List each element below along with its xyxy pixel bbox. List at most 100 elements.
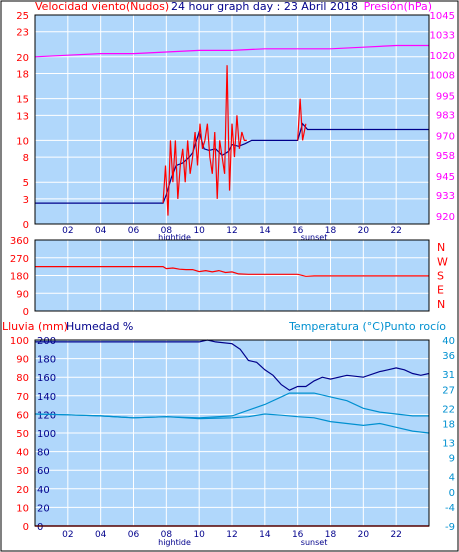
y2-tick-label: 40	[442, 336, 455, 347]
plot-frame	[34, 14, 430, 225]
direction-label: N	[437, 241, 445, 254]
direction-label: W	[437, 255, 448, 268]
series-line-magenta	[34, 44, 429, 58]
y-tick-label: 60	[16, 410, 29, 421]
y2-tick-label: 1033	[430, 30, 455, 41]
y-tick-label: 80	[16, 373, 29, 384]
y2-tick-label: 4	[449, 473, 455, 484]
y2-tick-label: -9	[445, 522, 455, 533]
x-tick-label: 22	[390, 226, 401, 236]
y-tick-label: 0	[23, 307, 29, 318]
y2-tick-label: 920	[436, 212, 455, 223]
humidity-tick-label: 160	[37, 373, 56, 384]
x-tick-label: 18	[325, 530, 337, 540]
x-marker-label: hightide	[158, 538, 191, 547]
y-tick-label: 23	[16, 28, 29, 39]
humidity-tick-label: 120	[37, 410, 56, 421]
y-tick-label: 360	[10, 236, 29, 247]
y-tick-label: 25	[16, 11, 29, 22]
y-tick-label: 15	[16, 95, 29, 106]
series-line-red	[162, 65, 247, 216]
y2-tick-label: 36	[442, 351, 455, 362]
y2-tick-label: 13	[442, 438, 455, 449]
y2-tick-label: 958	[436, 151, 455, 162]
y-tick-label: 30	[16, 466, 29, 477]
x-tick-label: 06	[128, 530, 140, 540]
y2-tick-label: 1008	[430, 70, 455, 81]
y2-tick-label: 18	[442, 420, 455, 431]
y-tick-label: 8	[23, 153, 29, 164]
y-tick-label: 0	[23, 220, 29, 231]
y-tick-label: 100	[10, 336, 29, 347]
x-tick-label: 08	[161, 226, 173, 236]
y-tick-label: 20	[16, 485, 29, 496]
humidity-tick-label: 80	[37, 448, 50, 459]
y2-tick-label: 970	[436, 132, 455, 143]
y-tick-label: 50	[16, 429, 29, 440]
series-line-blue	[35, 339, 430, 391]
y2-tick-label: 1045	[430, 11, 455, 22]
humidity-tick-label: 0	[37, 522, 43, 533]
series-line-red	[35, 266, 429, 277]
direction-label: N	[437, 298, 445, 311]
y-tick-label: 0	[23, 522, 29, 533]
y-tick-label: 90	[16, 289, 29, 300]
series-line-teal	[34, 413, 430, 434]
y2-tick-label: 945	[436, 172, 455, 183]
y-tick-label: 10	[16, 503, 29, 514]
x-tick-label: 04	[95, 530, 107, 540]
y-tick-label: 3	[23, 195, 29, 206]
temperature-label: Temperatura (°C)Punto rocío	[288, 320, 446, 333]
y-tick-label: 10	[16, 136, 29, 147]
x-tick-label: 12	[226, 530, 237, 540]
x-tick-label: 14	[259, 226, 271, 236]
y2-tick-label: 1020	[430, 51, 455, 62]
plot-frame	[34, 239, 430, 312]
x-tick-label: 02	[62, 530, 73, 540]
x-tick-label: 12	[226, 226, 237, 236]
y-tick-label: 70	[16, 392, 29, 403]
pressure-label: Presión(hPa)	[364, 0, 432, 13]
y2-tick-label: 983	[436, 111, 455, 122]
x-marker-label: sunset	[301, 233, 328, 242]
x-tick-label: 10	[193, 530, 205, 540]
humidity-label: Humedad %	[66, 320, 133, 333]
x-tick-label: 08	[161, 530, 173, 540]
y2-tick-label: 22	[442, 404, 455, 415]
y2-tick-label: 31	[442, 370, 455, 381]
x-tick-label: 16	[292, 530, 304, 540]
y-tick-label: 40	[16, 448, 29, 459]
y2-tick-label: 27	[442, 385, 455, 396]
chart-title: 24 hour graph day : 23 Abril 2018	[171, 0, 358, 13]
humidity-tick-label: 180	[37, 355, 56, 366]
humidity-tick-label: 40	[37, 485, 50, 496]
x-tick-label: 06	[128, 226, 140, 236]
x-tick-label: 04	[95, 226, 107, 236]
plot-frame	[34, 339, 430, 527]
x-tick-label: 14	[259, 530, 271, 540]
x-tick-label: 10	[193, 226, 205, 236]
direction-label: S	[437, 270, 444, 283]
y-tick-label: 13	[16, 111, 29, 122]
y2-tick-label: 0	[449, 488, 455, 499]
wind-pressure-panel: 02 04 06 08 10 12 14 16 18 20 22 hightide sunset 0 3 5 8…	[16, 11, 455, 242]
humidity-tick-label: 20	[37, 503, 50, 514]
direction-label: E	[437, 284, 444, 297]
wind-label: Velocidad viento(Nudos)	[35, 0, 169, 13]
x-tick-label: 16	[292, 226, 304, 236]
rain-label: Lluvia (mm)	[2, 320, 68, 333]
y2-tick-label: 995	[436, 91, 455, 102]
y-tick-label: 90	[16, 355, 29, 366]
series-line-red	[297, 98, 307, 141]
series-line-blue	[35, 122, 429, 204]
x-marker-label: sunset	[301, 538, 328, 547]
y2-tick-label: -4	[445, 503, 455, 514]
y-tick-label: 20	[16, 53, 29, 64]
y2-tick-label: 933	[436, 191, 455, 202]
x-tick-label: 20	[358, 226, 370, 236]
y-tick-label: 18	[16, 70, 29, 81]
